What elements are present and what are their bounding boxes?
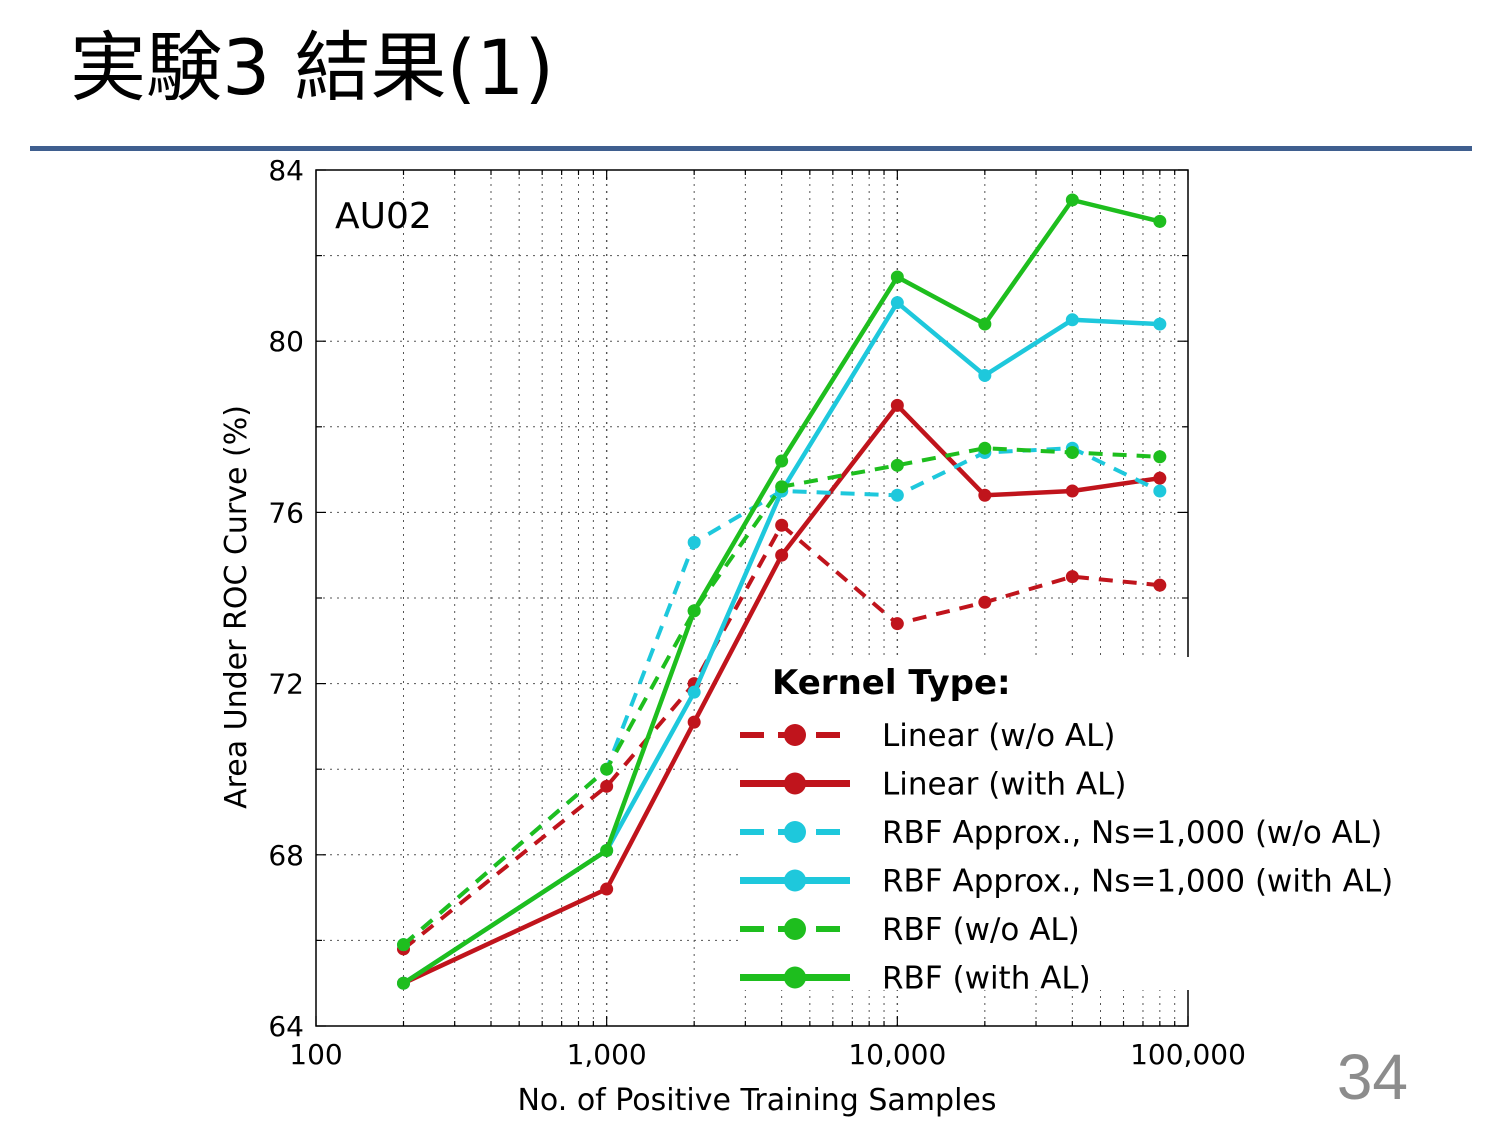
data-point [978, 488, 992, 502]
data-point [978, 317, 992, 331]
series-lines [396, 193, 1167, 990]
legend-swatch-marker [784, 869, 806, 892]
data-point [1065, 193, 1079, 207]
series-line [402, 197, 1161, 986]
data-point [890, 458, 904, 472]
data-point [890, 617, 904, 631]
legend-label: RBF (w/o AL) [882, 912, 1080, 948]
data-point [890, 270, 904, 284]
y-tick-label: 76 [268, 496, 304, 529]
legend-label: RBF Approx., Ns=1,000 (w/o AL) [882, 815, 1382, 851]
data-point [775, 518, 789, 532]
series-line [402, 446, 1160, 947]
data-point [1153, 214, 1167, 228]
data-point [890, 398, 904, 412]
x-tick-label: 1,000 [567, 1038, 647, 1071]
data-point [775, 454, 789, 468]
data-point [775, 548, 789, 562]
series-5 [396, 441, 1167, 952]
data-point [600, 882, 614, 896]
data-point [396, 938, 410, 952]
data-point [978, 595, 992, 609]
x-tick-label: 10,000 [848, 1038, 946, 1071]
data-point [1065, 445, 1079, 459]
data-point [600, 779, 614, 793]
series-line [402, 523, 1160, 951]
data-point [978, 368, 992, 382]
series-line [402, 403, 1161, 986]
y-tick-label: 84 [268, 154, 304, 187]
data-point [600, 762, 614, 776]
plot-frame [315, 169, 1189, 1027]
x-tick-label: 100 [289, 1038, 342, 1071]
tick-labels: 100 1,000 10,000 100,000 64 68 72 76 80 84 [268, 154, 1246, 1071]
y-tick-label: 68 [268, 839, 304, 872]
data-point [600, 844, 614, 858]
data-point [1065, 313, 1079, 327]
data-point [1153, 471, 1167, 485]
legend-label: RBF (with AL) [882, 961, 1091, 997]
x-axis-title: No. of Positive Training Samples [517, 1083, 996, 1118]
legend-background [738, 657, 1190, 990]
data-point [1153, 317, 1167, 331]
data-point [1153, 578, 1167, 592]
data-point [1065, 570, 1079, 584]
data-point [775, 480, 789, 494]
data-point [978, 441, 992, 455]
slide-title: 実験3 結果(1) [70, 23, 555, 112]
series-6 [396, 193, 1167, 990]
data-point [1153, 450, 1167, 464]
data-point [687, 535, 701, 549]
data-point [687, 685, 701, 699]
legend: Kernel Type: Linear (w/o AL) Linear (with… [738, 657, 1393, 997]
panel-label: AU02 [335, 196, 432, 237]
y-tick-label: 64 [268, 1010, 304, 1043]
legend-swatch-marker [784, 821, 806, 843]
legend-label: Linear (w/o AL) [882, 718, 1115, 754]
legend-label: RBF Approx., Ns=1,000 (with AL) [882, 864, 1393, 900]
data-point [687, 604, 701, 618]
title-divider [30, 146, 1472, 151]
data-point [890, 296, 904, 310]
legend-swatch-marker [784, 724, 806, 746]
y-tick-label: 80 [268, 325, 304, 358]
page-number: 34 [1336, 1041, 1408, 1113]
data-point [1153, 484, 1167, 498]
series-line [402, 446, 1161, 947]
data-point [396, 976, 410, 990]
legend-swatch-marker [784, 966, 806, 989]
x-tick-label: 100,000 [1130, 1038, 1246, 1071]
series-line [402, 300, 1160, 986]
legend-title: Kernel Type: [772, 663, 1011, 703]
legend-swatch-marker [784, 918, 806, 940]
y-axis-title: Area Under ROC Curve (%) [219, 405, 254, 809]
data-point [1065, 484, 1079, 498]
legend-swatch-marker [784, 772, 806, 795]
y-tick-label: 72 [268, 668, 304, 701]
data-point [687, 715, 701, 729]
data-point [890, 488, 904, 502]
legend-label: Linear (with AL) [882, 767, 1127, 803]
